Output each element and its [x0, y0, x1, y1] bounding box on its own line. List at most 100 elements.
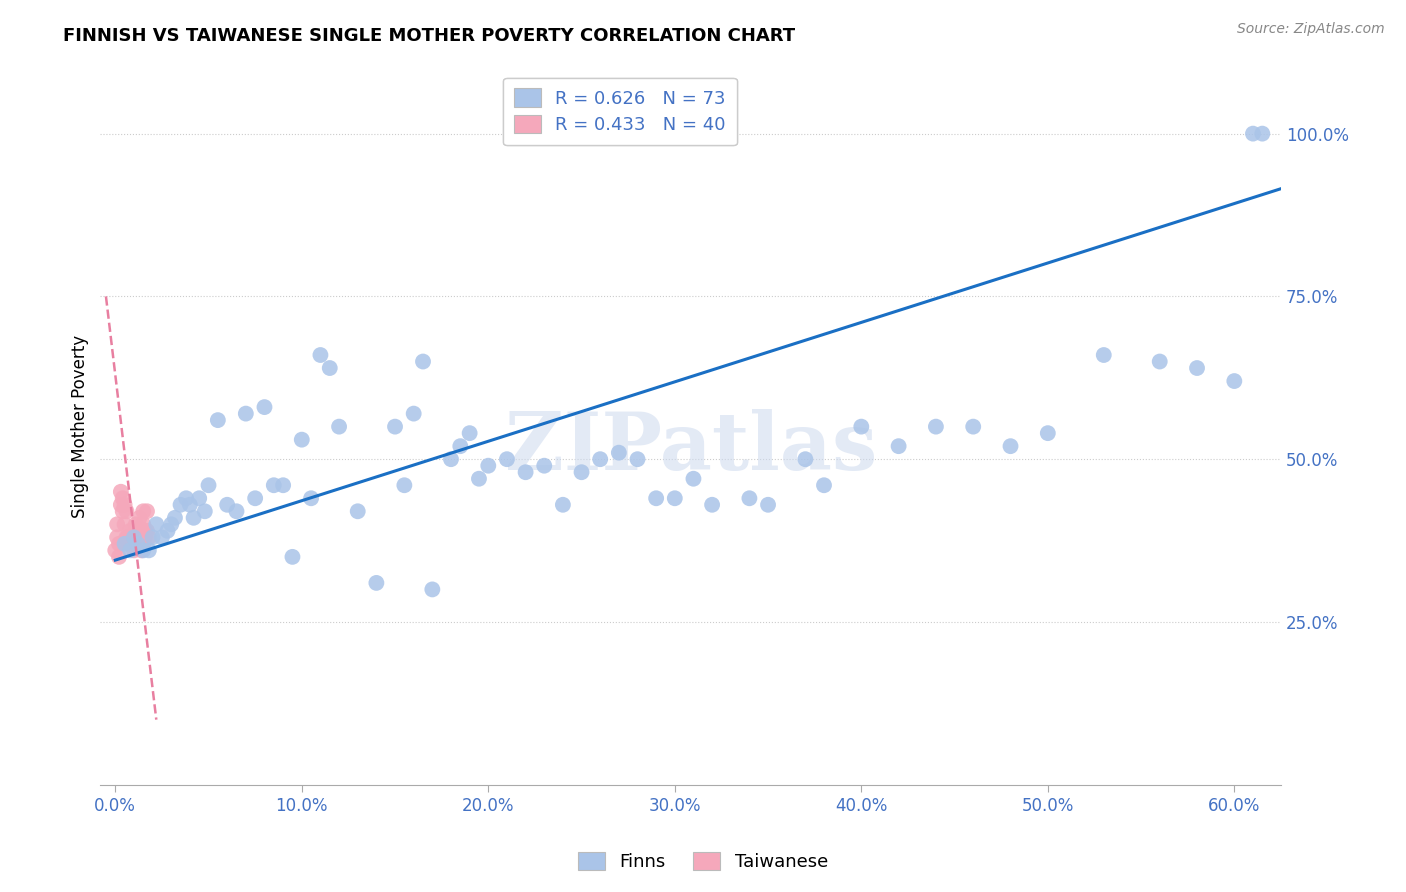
Point — [384, 419, 406, 434]
Point — [207, 413, 229, 427]
Text: Source: ZipAtlas.com: Source: ZipAtlas.com — [1237, 22, 1385, 37]
Point — [128, 510, 150, 524]
Point — [1000, 439, 1022, 453]
Point — [515, 465, 537, 479]
Point — [169, 498, 191, 512]
Point — [607, 445, 630, 459]
Point — [235, 407, 257, 421]
Point — [128, 530, 150, 544]
Text: FINNISH VS TAIWANESE SINGLE MOTHER POVERTY CORRELATION CHART: FINNISH VS TAIWANESE SINGLE MOTHER POVER… — [63, 27, 796, 45]
Point — [111, 504, 134, 518]
Point — [271, 478, 294, 492]
Point — [420, 582, 443, 597]
Point — [589, 452, 612, 467]
Point — [299, 491, 322, 506]
Point — [394, 478, 416, 492]
Point — [571, 465, 593, 479]
Point — [145, 517, 167, 532]
Point — [142, 530, 165, 544]
Point — [253, 400, 276, 414]
Point — [122, 530, 145, 544]
Point — [1185, 361, 1208, 376]
Point — [122, 530, 145, 544]
Point — [132, 517, 155, 532]
Y-axis label: Single Mother Poverty: Single Mother Poverty — [72, 335, 89, 518]
Point — [110, 498, 132, 512]
Point — [125, 517, 148, 532]
Point — [121, 530, 143, 544]
Point — [105, 517, 128, 532]
Point — [179, 498, 201, 512]
Point — [131, 530, 153, 544]
Point — [127, 524, 149, 538]
Point — [132, 537, 155, 551]
Point — [138, 543, 160, 558]
Point — [328, 419, 350, 434]
Point — [120, 543, 142, 558]
Point — [105, 530, 128, 544]
Point — [263, 478, 285, 492]
Point — [183, 510, 205, 524]
Point — [110, 484, 132, 499]
Point — [121, 530, 143, 544]
Point — [319, 361, 342, 376]
Point — [132, 543, 155, 558]
Text: ZIPatlas: ZIPatlas — [505, 409, 877, 487]
Point — [962, 419, 984, 434]
Point — [1251, 127, 1274, 141]
Point — [127, 537, 149, 551]
Point — [468, 472, 491, 486]
Point — [114, 537, 136, 551]
Point — [138, 530, 160, 544]
Point — [122, 530, 145, 544]
Point — [163, 510, 186, 524]
Point — [117, 537, 139, 551]
Point — [114, 498, 136, 512]
Point — [309, 348, 332, 362]
Point — [626, 452, 648, 467]
Point — [887, 439, 910, 453]
Point — [136, 524, 159, 538]
Point — [108, 537, 131, 551]
Point — [1036, 426, 1059, 441]
Point — [682, 472, 704, 486]
Point — [122, 537, 145, 551]
Point — [134, 524, 156, 538]
Point — [111, 491, 134, 506]
Point — [197, 478, 219, 492]
Point — [120, 524, 142, 538]
Point — [1241, 127, 1264, 141]
Point — [496, 452, 519, 467]
Point — [122, 543, 145, 558]
Point — [1092, 348, 1115, 362]
Point — [813, 478, 835, 492]
Point — [131, 543, 153, 558]
Point — [291, 433, 314, 447]
Point — [174, 491, 197, 506]
Point — [127, 524, 149, 538]
Point — [188, 491, 211, 506]
Point — [125, 530, 148, 544]
Point — [402, 407, 425, 421]
Point — [160, 517, 183, 532]
Point — [738, 491, 761, 506]
Point — [664, 491, 686, 506]
Point — [108, 549, 131, 564]
Point — [449, 439, 471, 453]
Point — [756, 498, 779, 512]
Point — [458, 426, 481, 441]
Point — [243, 491, 266, 506]
Point — [700, 498, 723, 512]
Point — [366, 575, 388, 590]
Point — [440, 452, 463, 467]
Point — [156, 524, 179, 538]
Point — [217, 498, 239, 512]
Point — [117, 530, 139, 544]
Point — [115, 530, 138, 544]
Point — [132, 504, 155, 518]
Point — [281, 549, 304, 564]
Point — [194, 504, 217, 518]
Point — [533, 458, 555, 473]
Point — [134, 530, 156, 544]
Point — [412, 354, 434, 368]
